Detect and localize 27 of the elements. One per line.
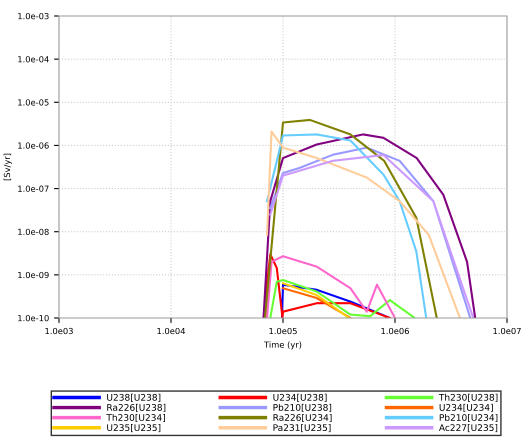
legend-label: Ac227[U235] [438, 424, 498, 432]
x-tick-label: 1.0e05 [269, 328, 297, 334]
legend-label: Th230[U234] [106, 414, 165, 422]
legend-label: Ra226[U238] [107, 404, 166, 412]
y-tick-label: 1.0e-10 [18, 314, 49, 322]
y-tick-label: 1.0e-07 [18, 186, 49, 192]
legend-label: U234[U238] [273, 394, 327, 402]
legend-label: Pb210[U234] [440, 414, 498, 422]
legend-label: Th230[U238] [438, 394, 498, 402]
x-axis-title: Time (yr) [264, 341, 302, 350]
y-tick-label: 1.0e-09 [18, 272, 49, 278]
y-tick-label: 1.0e-03 [18, 12, 49, 20]
legend-label: Pb210[U238] [274, 404, 332, 412]
y-tick-label: 1.0e-08 [18, 228, 49, 235]
x-tick-label: 1.0e04 [157, 328, 186, 334]
y-tick-label: 1.0e-04 [18, 56, 49, 62]
legend-label: Pa231[U235] [274, 424, 331, 432]
x-tick-label: 1.0e03 [45, 328, 73, 334]
y-axis-title: [Sv/yr] [4, 154, 12, 180]
x-tick-label: 1.0e07 [493, 328, 521, 334]
y-tick-label: 1.0e-06 [18, 142, 49, 149]
legend-label: Ra226[U234] [274, 414, 332, 422]
legend-label: U238[U238] [107, 394, 160, 402]
y-tick-label: 1.0e-05 [18, 99, 49, 106]
x-tick-label: 1.0e06 [381, 328, 409, 334]
legend-label: U235[U235] [107, 424, 160, 432]
legend-label: U234[U234] [440, 404, 493, 412]
